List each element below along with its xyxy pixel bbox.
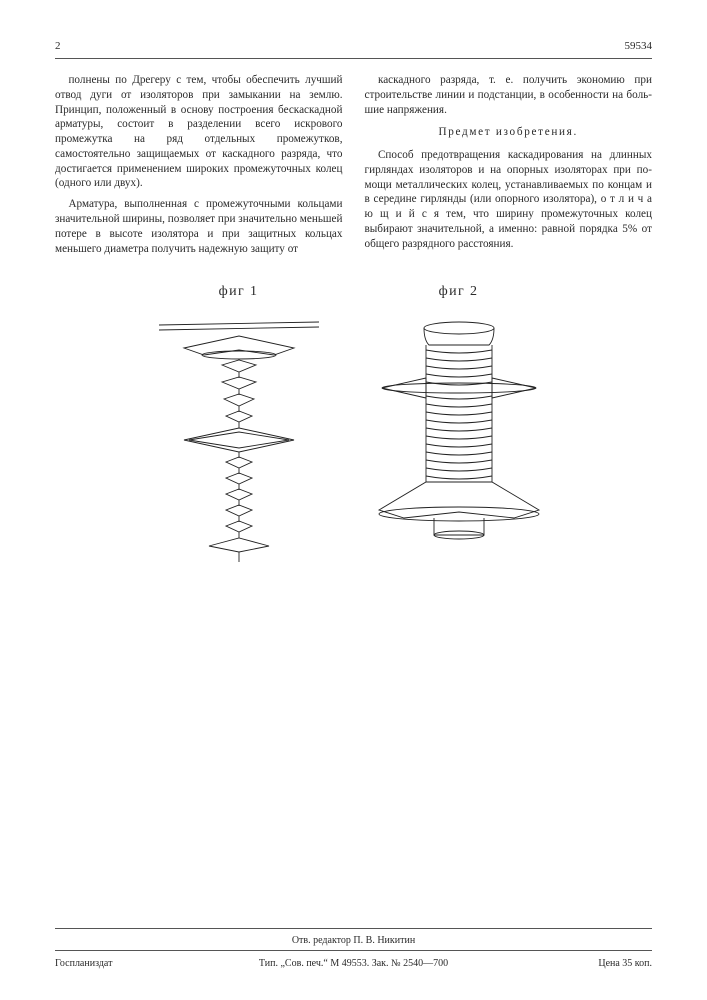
claims-heading: Предмет изобретения. [365, 125, 653, 140]
para: полнены по Дрегеру с тем, чтобы обеспечи… [55, 73, 343, 191]
figures-row: фиг 1 [55, 284, 652, 570]
figure-1-svg [154, 300, 324, 570]
footer-line: Госпланиздат Тип. „Сов. печ.“ М 49553. З… [55, 957, 652, 971]
page-number: 2 [55, 40, 61, 52]
para: Арматура, выполненная с промежу­точными … [55, 197, 343, 256]
figure-2: фиг 2 [364, 284, 554, 570]
footer-price: Цена 35 коп. [562, 957, 652, 971]
figure-2-label: фиг 2 [439, 284, 479, 300]
para: Способ предотвращения каскадиро­вания на… [365, 148, 653, 251]
document-number: 59534 [625, 40, 653, 52]
left-column: полнены по Дрегеру с тем, чтобы обеспечи… [55, 73, 343, 262]
para: каскадного разряда, т. е. получить эконо… [365, 73, 653, 117]
footer-publisher: Госпланиздат [55, 957, 145, 971]
footer-rule-2 [55, 950, 652, 951]
figure-2-svg [364, 300, 554, 570]
footer-editor: Отв. редактор П. В. Никитин [55, 935, 652, 946]
body-columns: полнены по Дрегеру с тем, чтобы обеспечи… [55, 73, 652, 262]
right-column: каскадного разряда, т. е. получить эконо… [365, 73, 653, 262]
footer-rule-1 [55, 928, 652, 929]
figure-1: фиг 1 [154, 284, 324, 570]
footer-print-info: Тип. „Сов. печ.“ М 49553. Зак. № 2540—70… [145, 957, 562, 971]
top-rule [55, 58, 652, 59]
figure-1-label: фиг 1 [219, 284, 259, 300]
